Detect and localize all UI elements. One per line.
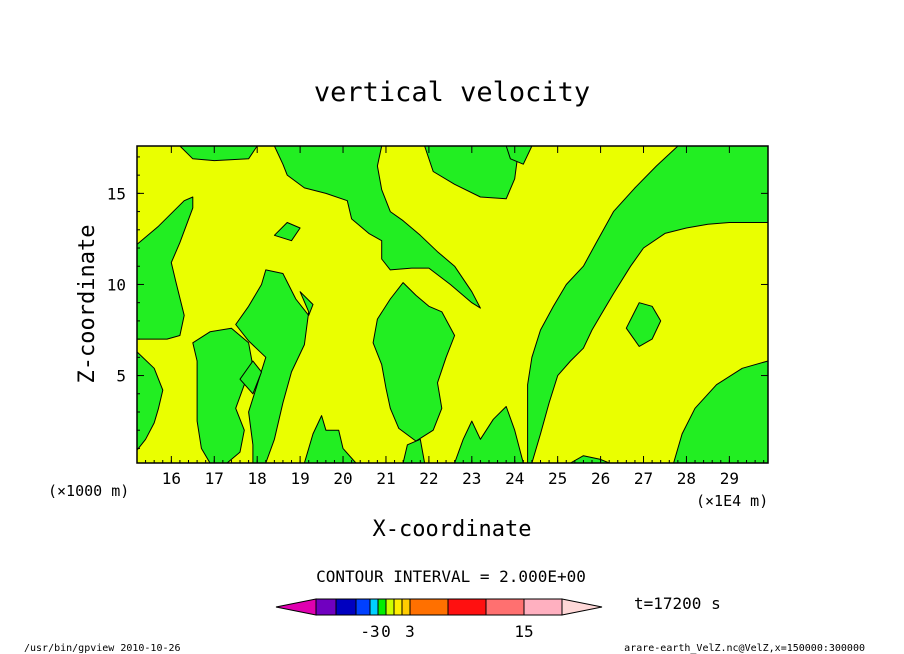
x-tick-label: 19	[290, 469, 309, 488]
negative-velocity-regions	[136, 145, 769, 464]
colorbar-segment	[523, 598, 563, 616]
colorbar-segment	[485, 598, 525, 616]
colorbar-lower-arrow	[275, 598, 317, 616]
y-tick-label: 10	[107, 275, 126, 294]
x-axis-label: X-coordinate	[373, 517, 532, 542]
negative-region	[625, 302, 662, 347]
negative-region	[235, 269, 314, 464]
colorbar-segment	[385, 598, 395, 616]
x-tick-label: 25	[548, 469, 567, 488]
colorbar-upper-arrow	[561, 598, 603, 616]
colorbar-label: -3	[360, 622, 379, 641]
negative-region	[273, 145, 481, 309]
footer-left: /usr/bin/gpview 2010-10-26	[24, 643, 181, 654]
colorbar-segment	[393, 598, 403, 616]
x-tick-label: 16	[162, 469, 181, 488]
colorbar-segment	[377, 598, 387, 616]
x-tick-label: 24	[505, 469, 524, 488]
x-axis-ticks: 16 17 18 19 20 21 22 23 24 25 26 27 28 29	[136, 146, 765, 488]
negative-region	[136, 196, 194, 340]
y-axis-label: Z-coordinate	[75, 225, 100, 384]
chart-title: vertical velocity	[314, 77, 590, 108]
colorbar-segment	[315, 598, 337, 616]
x-tick-label: 28	[677, 469, 696, 488]
negative-region	[303, 415, 357, 464]
plot-frame	[136, 145, 769, 464]
negative-region	[273, 222, 301, 242]
negative-region	[454, 406, 524, 464]
x-tick-label: 29	[720, 469, 739, 488]
colorbar-label: 3	[405, 622, 415, 641]
negative-region	[372, 282, 456, 442]
y-tick-label: 15	[107, 184, 126, 203]
x-unit-right: (×1E4 m)	[696, 492, 768, 510]
colorbar-segment	[409, 598, 449, 616]
negative-region	[239, 360, 262, 395]
negative-region	[192, 327, 254, 464]
x-tick-label: 20	[333, 469, 352, 488]
colorbar-segment	[401, 598, 411, 616]
x-tick-label: 26	[591, 469, 610, 488]
colorbar-label: 15	[514, 622, 533, 641]
x-tick-label: 27	[634, 469, 653, 488]
x-tick-label: 18	[248, 469, 267, 488]
time-label: t=17200 s	[634, 594, 721, 613]
colorbar-segment	[335, 598, 357, 616]
colorbar-label: 0	[381, 622, 391, 641]
x-tick-label: 23	[462, 469, 481, 488]
plot-area: 16 17 18 19 20 21 22 23 24 25 26 27 28 29 5 10 15	[107, 145, 769, 488]
x-tick-label: 21	[376, 469, 395, 488]
x-tick-label: 17	[205, 469, 224, 488]
colorbar-segment	[447, 598, 487, 616]
x-tick-label: 22	[419, 469, 438, 488]
x-unit-left: (×1000 m)	[48, 482, 129, 500]
contour-interval-label: CONTOUR INTERVAL = 2.000E+00	[316, 567, 586, 586]
colorbar-segment	[369, 598, 379, 616]
y-axis-ticks: 5 10 15	[107, 156, 768, 449]
colorbar-segment	[355, 598, 371, 616]
colorbar: -3 0 3 15	[275, 598, 603, 641]
y-tick-label: 5	[116, 367, 126, 386]
footer-right: arare-earth_VelZ.nc@VelZ,x=150000:300000	[624, 643, 865, 654]
